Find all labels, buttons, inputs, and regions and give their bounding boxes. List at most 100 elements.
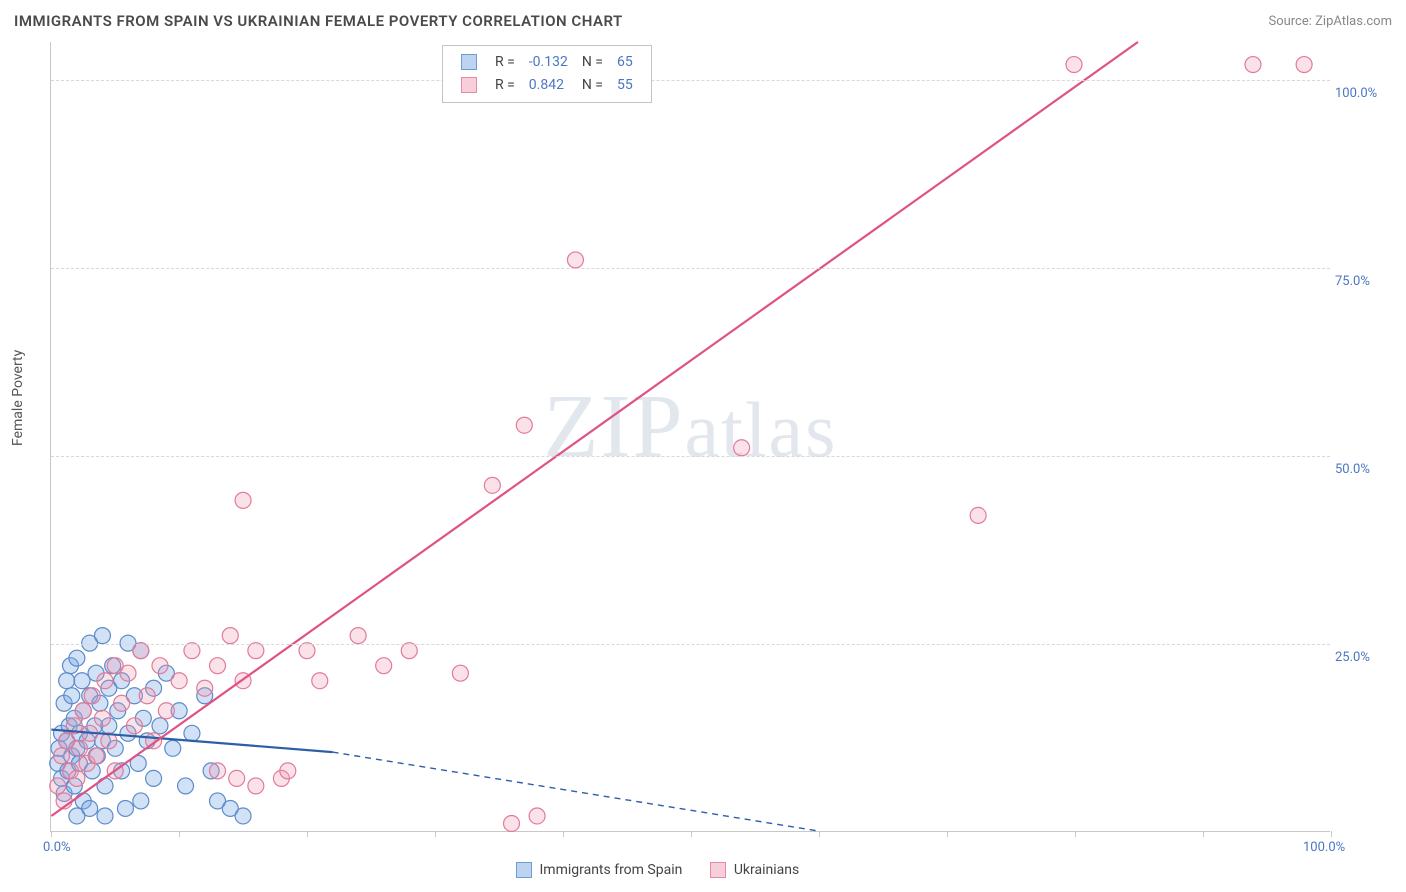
scatter-point bbox=[152, 658, 168, 674]
scatter-point bbox=[84, 688, 100, 704]
regression-line-dash bbox=[333, 752, 819, 831]
x-tick bbox=[179, 831, 180, 837]
x-tick bbox=[947, 831, 948, 837]
scatter-point bbox=[1296, 57, 1312, 73]
scatter-point bbox=[235, 492, 251, 508]
x-tick bbox=[819, 831, 820, 837]
scatter-point bbox=[235, 808, 251, 824]
scatter-point bbox=[484, 477, 500, 493]
legend-row: R =-0.132N =65 bbox=[455, 52, 639, 73]
legend-table: R =-0.132N =65R =0.842N =55 bbox=[453, 50, 641, 98]
scatter-point bbox=[248, 778, 264, 794]
x-tick bbox=[51, 831, 52, 837]
gridline bbox=[51, 644, 1330, 645]
stat-r-label: R = bbox=[489, 75, 521, 96]
scatter-point bbox=[97, 673, 113, 689]
scatter-point bbox=[504, 815, 520, 831]
scatter-point bbox=[59, 673, 75, 689]
chart-title: IMMIGRANTS FROM SPAIN VS UKRAINIAN FEMAL… bbox=[14, 12, 623, 30]
chart-header: IMMIGRANTS FROM SPAIN VS UKRAINIAN FEMAL… bbox=[14, 12, 1392, 30]
scatter-point bbox=[452, 665, 468, 681]
gridline bbox=[51, 456, 1330, 457]
gridline bbox=[51, 80, 1330, 81]
legend-series: Immigrants from Spain Ukrainians bbox=[516, 862, 827, 878]
y-tick-label: 75.0% bbox=[1335, 274, 1390, 289]
scatter-point bbox=[165, 740, 181, 756]
scatter-point bbox=[133, 793, 149, 809]
scatter-point bbox=[139, 688, 155, 704]
scatter-point bbox=[248, 643, 264, 659]
scatter-point bbox=[146, 770, 162, 786]
stat-r-value: 0.842 bbox=[523, 75, 574, 96]
y-axis-title: Female Poverty bbox=[10, 350, 26, 446]
x-tick bbox=[307, 831, 308, 837]
scatter-point bbox=[126, 718, 142, 734]
scatter-point bbox=[197, 680, 213, 696]
x-tick bbox=[1075, 831, 1076, 837]
scatter-point bbox=[401, 643, 417, 659]
legend-swatch bbox=[461, 54, 477, 70]
scatter-point bbox=[210, 658, 226, 674]
scatter-point bbox=[210, 763, 226, 779]
x-tick bbox=[435, 831, 436, 837]
scatter-point bbox=[1066, 57, 1082, 73]
x-tick-label: 0.0% bbox=[43, 840, 71, 855]
stat-n-value: 55 bbox=[611, 75, 639, 96]
scatter-point bbox=[94, 628, 110, 644]
scatter-point bbox=[50, 778, 66, 794]
regression-line bbox=[51, 42, 1138, 816]
scatter-point bbox=[222, 628, 238, 644]
y-tick-label: 50.0% bbox=[1335, 462, 1390, 477]
gridline bbox=[51, 268, 1330, 269]
scatter-point bbox=[970, 507, 986, 523]
scatter-point bbox=[229, 770, 245, 786]
x-tick-label: 100.0% bbox=[1303, 840, 1345, 855]
legend-swatch bbox=[710, 862, 726, 878]
scatter-point bbox=[69, 808, 85, 824]
source-label: Source: ZipAtlas.com bbox=[1268, 14, 1392, 29]
x-tick bbox=[691, 831, 692, 837]
scatter-point bbox=[69, 650, 85, 666]
scatter-point bbox=[376, 658, 392, 674]
legend-item: Immigrants from Spain bbox=[516, 862, 682, 878]
stat-n-label: N = bbox=[576, 75, 609, 96]
chart-svg bbox=[51, 42, 1330, 831]
legend-label: Immigrants from Spain bbox=[539, 862, 682, 878]
stat-r-value: -0.132 bbox=[523, 52, 574, 73]
scatter-point bbox=[280, 763, 296, 779]
scatter-point bbox=[64, 688, 80, 704]
scatter-point bbox=[1245, 57, 1261, 73]
plot-area: ZIPatlas 25.0%50.0%75.0%100.0%0.0%100.0% bbox=[50, 42, 1330, 832]
scatter-point bbox=[71, 740, 87, 756]
scatter-point bbox=[567, 252, 583, 268]
x-tick bbox=[563, 831, 564, 837]
scatter-point bbox=[133, 643, 149, 659]
scatter-point bbox=[97, 778, 113, 794]
legend-swatch bbox=[461, 77, 477, 93]
scatter-point bbox=[184, 725, 200, 741]
scatter-point bbox=[117, 800, 133, 816]
scatter-point bbox=[178, 778, 194, 794]
legend-swatch bbox=[516, 862, 532, 878]
scatter-point bbox=[74, 673, 90, 689]
stat-r-label: R = bbox=[489, 52, 521, 73]
scatter-point bbox=[350, 628, 366, 644]
scatter-point bbox=[158, 703, 174, 719]
legend-swatch-cell bbox=[455, 75, 487, 96]
stat-n-value: 65 bbox=[611, 52, 639, 73]
scatter-point bbox=[114, 695, 130, 711]
scatter-point bbox=[516, 417, 532, 433]
scatter-point bbox=[97, 808, 113, 824]
scatter-point bbox=[88, 748, 104, 764]
scatter-point bbox=[171, 673, 187, 689]
scatter-point bbox=[69, 770, 85, 786]
scatter-point bbox=[152, 718, 168, 734]
scatter-point bbox=[312, 673, 328, 689]
scatter-point bbox=[54, 748, 70, 764]
scatter-point bbox=[299, 643, 315, 659]
scatter-point bbox=[734, 440, 750, 456]
y-tick-label: 100.0% bbox=[1335, 86, 1390, 101]
x-tick bbox=[1203, 831, 1204, 837]
stat-n-label: N = bbox=[576, 52, 609, 73]
scatter-point bbox=[529, 808, 545, 824]
